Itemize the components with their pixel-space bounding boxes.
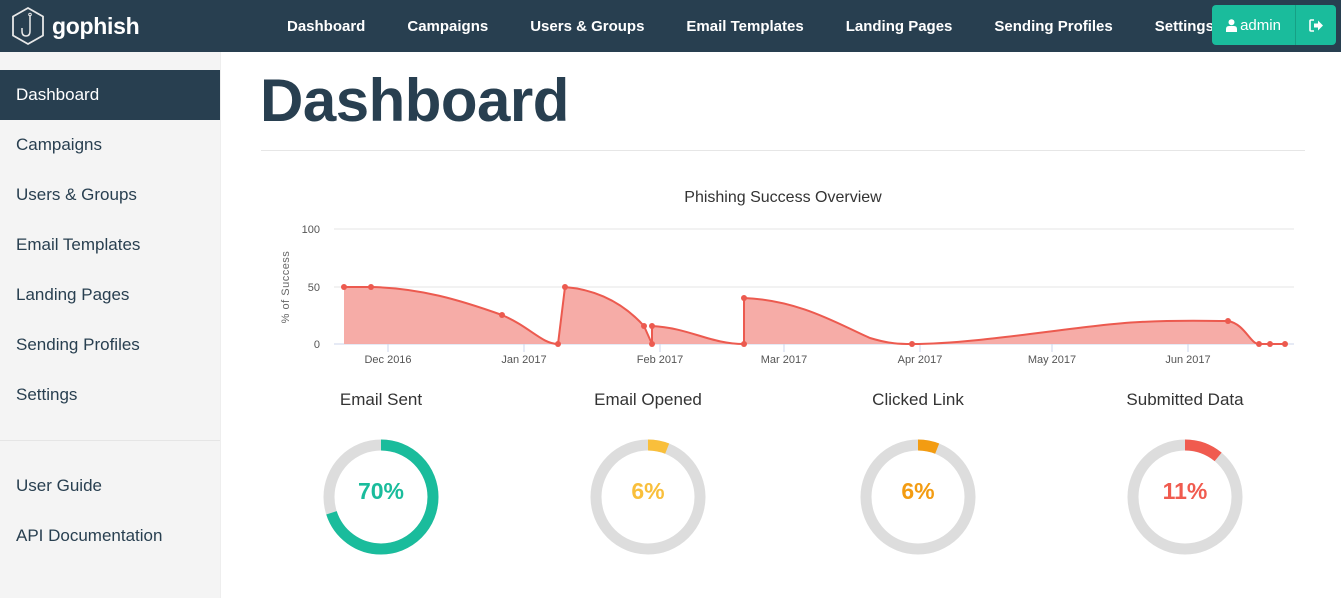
brand-name: gophish: [52, 12, 140, 39]
stat-value: 6%: [631, 478, 665, 504]
sidebar-item-landing-pages[interactable]: Landing Pages: [16, 285, 130, 304]
admin-button-label: admin: [1240, 16, 1281, 34]
logout-button[interactable]: [1296, 5, 1336, 45]
stat-label: Submitted Data: [1126, 390, 1244, 409]
x-tick-feb-2017: Feb 2017: [637, 354, 683, 366]
data-points: [341, 284, 1288, 347]
success-line: [344, 285, 1285, 346]
x-tick-mar-2017: Mar 2017: [761, 354, 807, 366]
stat-submitted-data: Submitted Data 11%: [1065, 388, 1305, 578]
admin-button[interactable]: admin: [1212, 5, 1296, 45]
y-tick-50: 50: [308, 282, 320, 294]
x-tick-apr-2017: Apr 2017: [898, 354, 943, 366]
stat-label: Email Sent: [339, 390, 423, 409]
hook-hexagon-icon: [12, 6, 44, 46]
sidebar-item-api-documentation[interactable]: API Documentation: [16, 526, 163, 545]
x-tick-may-2017: May 2017: [1028, 354, 1076, 366]
nav-dashboard[interactable]: Dashboard: [287, 17, 366, 35]
top-navbar: gophish Dashboard Campaigns Users & Grou…: [0, 0, 1341, 52]
nav-users-groups[interactable]: Users & Groups: [530, 17, 645, 35]
page-title: Dashboard: [260, 67, 569, 134]
brand-logo[interactable]: gophish: [10, 5, 140, 47]
nav-email-templates[interactable]: Email Templates: [686, 17, 804, 35]
user-button-group: admin: [1212, 5, 1336, 45]
sidebar-item-email-templates[interactable]: Email Templates: [16, 235, 141, 254]
donut-chart-email-opened: [590, 439, 706, 555]
sidebar-item-users-groups[interactable]: Users & Groups: [16, 185, 137, 204]
sidebar-item-campaigns[interactable]: Campaigns: [16, 135, 102, 154]
nav-landing-pages[interactable]: Landing Pages: [845, 17, 953, 35]
sidebar-divider: [0, 440, 220, 441]
phishing-success-chart: 100 50 0 % of Success Dec 2016 Jan 2017 …: [280, 224, 1294, 366]
stat-value: 6%: [901, 478, 935, 504]
stat-clicked-link: Clicked Link 6%: [798, 388, 1038, 578]
nav-settings[interactable]: Settings: [1154, 17, 1214, 35]
donut-chart-clicked-link: [860, 439, 976, 555]
stat-value: 11%: [1162, 478, 1208, 504]
stat-value: 70%: [357, 478, 405, 504]
donut-chart-email-sent: [323, 439, 439, 555]
main-nav: Dashboard Campaigns Users & Groups Email…: [266, 0, 1235, 52]
stat-label: Email Opened: [594, 390, 702, 409]
stat-email-opened: Email Opened 6%: [528, 388, 768, 578]
sidebar-item-settings[interactable]: Settings: [16, 385, 78, 404]
stat-label: Clicked Link: [872, 390, 964, 409]
chart-title: Phishing Success Overview: [684, 189, 882, 206]
y-tick-100: 100: [302, 224, 320, 236]
title-divider: [261, 150, 1305, 151]
donut-chart-submitted-data: [1127, 439, 1243, 555]
x-tick-jun-2017: Jun 2017: [1165, 354, 1210, 366]
y-tick-0: 0: [314, 339, 320, 351]
sidebar-item-dashboard[interactable]: Dashboard: [0, 70, 220, 120]
success-area: [344, 287, 1285, 344]
nav-campaigns[interactable]: Campaigns: [407, 17, 489, 35]
nav-sending-profiles[interactable]: Sending Profiles: [994, 17, 1113, 35]
y-axis-label: % of Success: [280, 251, 292, 324]
sidebar-item-user-guide[interactable]: User Guide: [16, 476, 102, 495]
x-tick-dec-2016: Dec 2016: [364, 354, 411, 366]
x-tick-jan-2017: Jan 2017: [501, 354, 546, 366]
stat-email-sent: Email Sent 70%: [261, 388, 501, 578]
sidebar-item-sending-profiles[interactable]: Sending Profiles: [16, 335, 140, 354]
sidebar: Dashboard Campaigns Users & Groups Email…: [0, 52, 221, 598]
sign-out-icon: [1308, 18, 1323, 32]
user-icon: [1226, 18, 1238, 32]
